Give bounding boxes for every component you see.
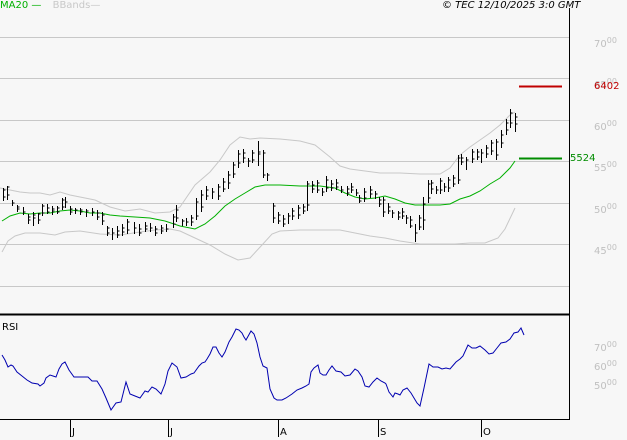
rsi-tick-50: 5000 bbox=[594, 378, 617, 392]
price-tick-4500: 4500 bbox=[594, 243, 617, 257]
price-tick-5000: 5000 bbox=[594, 202, 617, 216]
price-tick-6500: 6500 bbox=[594, 77, 617, 91]
price-tick-6000: 6000 bbox=[594, 119, 617, 133]
copyright-timestamp: © TEC 12/10/2025 3:0 GMT bbox=[442, 0, 581, 11]
price-tick-5500: 5500 bbox=[594, 160, 617, 174]
support-level-label: 5524 bbox=[570, 153, 596, 164]
x-tick-sep: S bbox=[380, 427, 387, 438]
bbands-lower-line bbox=[1, 207, 516, 261]
ma20-line bbox=[1, 160, 516, 230]
legend-bbands: BBands— bbox=[52, 0, 101, 11]
x-tick-oct: O bbox=[483, 427, 491, 438]
legend-ma20: MA20 — bbox=[0, 0, 42, 11]
price-gridlines bbox=[0, 37, 569, 287]
bbands-upper-line bbox=[0, 111, 516, 214]
x-tick-jul: J bbox=[170, 427, 173, 438]
chart-legend: MA20 — BBands— bbox=[0, 0, 100, 12]
rsi-tick-60: 6000 bbox=[594, 359, 617, 373]
rsi-line bbox=[1, 327, 525, 412]
x-tick-aug: A bbox=[280, 427, 287, 438]
rsi-title: RSI bbox=[2, 322, 19, 333]
price-tick-7000: 7000 bbox=[594, 36, 617, 50]
rsi-tick-70: 7000 bbox=[594, 340, 617, 354]
resistance-level-label: 6402 bbox=[594, 81, 620, 92]
ohlc-bars bbox=[3, 109, 518, 242]
x-tick-jun: J bbox=[72, 427, 75, 438]
